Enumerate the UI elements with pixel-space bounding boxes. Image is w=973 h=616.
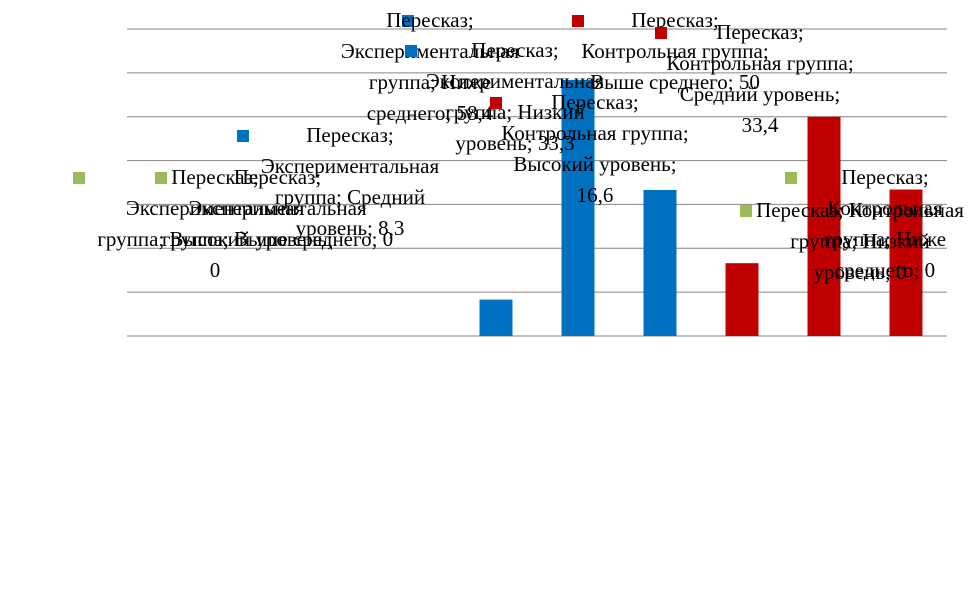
bar [643, 189, 677, 336]
data-label: Пересказ; Экспериментальная группа; Низк… [425, 38, 605, 155]
legend-key-marker [655, 27, 667, 39]
data-label: Пересказ; Экспериментальная группа; Ниже… [340, 8, 520, 125]
bar [807, 116, 841, 336]
data-label: Пересказ; Экспериментальная группа; Сред… [260, 123, 440, 240]
bar [479, 299, 513, 336]
legend-key-marker [490, 97, 502, 109]
data-label: Пересказ; Контрольная группа; Ниже средн… [823, 165, 947, 282]
legend-key-marker [237, 130, 249, 142]
bar [725, 263, 759, 336]
bar [561, 79, 595, 337]
bar [889, 189, 923, 336]
legend-key-marker [402, 15, 414, 27]
data-label: Пересказ; Контрольная группа; Высокий ур… [501, 90, 689, 207]
data-label: Пересказ; Контрольная группа; Средний ур… [666, 20, 854, 137]
legend-key-marker [155, 172, 167, 184]
legend-key-marker [740, 205, 752, 217]
legend-key-marker [405, 45, 417, 57]
data-label: Пересказ; Контрольная группа; Выше средн… [581, 8, 769, 94]
data-label: Пересказ; Экспериментальная группа; Высо… [97, 165, 333, 282]
legend-key-marker [73, 172, 85, 184]
legend-key-marker [785, 172, 797, 184]
data-label: Пересказ; Экспериментальная группа; Выше… [161, 165, 394, 251]
legend-key-marker [572, 15, 584, 27]
data-label: Пересказ; Контрольная группа; Низкий уро… [756, 198, 964, 284]
